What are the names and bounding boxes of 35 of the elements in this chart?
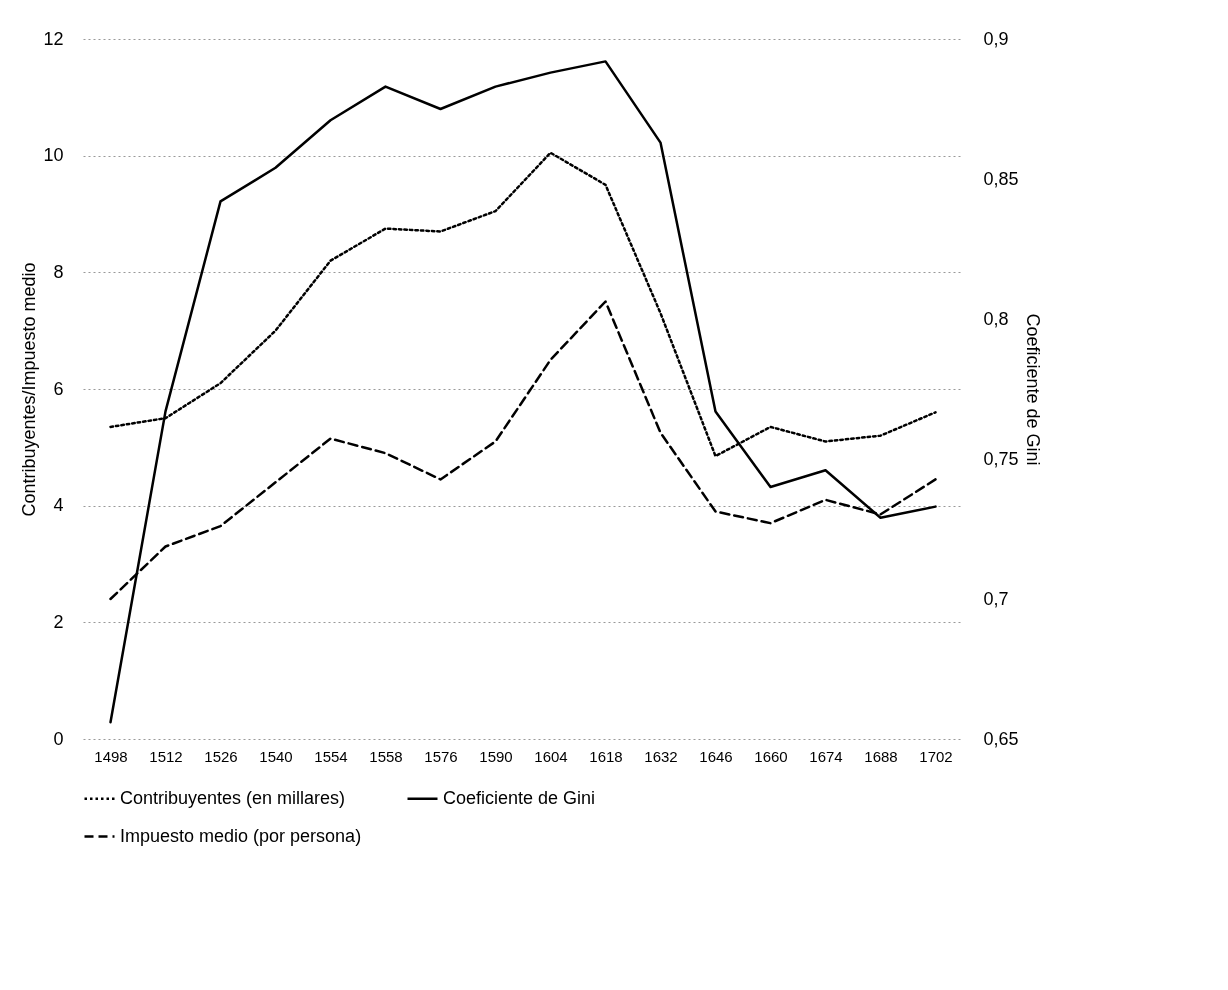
y2-tick-label: 0,7 [983, 588, 1009, 609]
y2-tick-label: 0,8 [983, 308, 1009, 329]
x-tick-label: 1554 [314, 747, 348, 765]
x-tick-label: 1526 [204, 747, 238, 765]
y-axis-title: Contribuyentes/Impuesto medio [19, 262, 40, 517]
legend-label: Contribuyentes (en millares) [120, 787, 346, 808]
y-tick-label: 2 [53, 611, 64, 632]
x-tick-label: 1604 [534, 747, 568, 765]
y2-tick-label: 0,65 [983, 728, 1019, 749]
y-tick-label: 8 [53, 261, 64, 282]
x-tick-label: 1632 [644, 747, 678, 765]
x-tick-label: 1590 [479, 747, 513, 765]
y-tick-label: 0 [53, 728, 64, 749]
legend-label: Impuesto medio (por persona) [120, 825, 362, 846]
y2-tick-label: 0,85 [983, 168, 1019, 189]
x-tick-label: 1512 [149, 747, 183, 765]
x-tick-label: 1688 [864, 747, 898, 765]
y2-axis-title: Coeficiente de Gini [1022, 313, 1043, 466]
x-tick-label: 1674 [809, 747, 843, 765]
y-tick-label: 10 [43, 145, 64, 166]
y-tick-label: 4 [53, 495, 64, 516]
x-tick-label: 1660 [754, 747, 788, 765]
x-tick-label: 1702 [919, 747, 953, 765]
x-tick-label: 1576 [424, 747, 458, 765]
y2-tick-label: 0,75 [983, 448, 1019, 469]
y-tick-label: 12 [43, 28, 64, 49]
legend-label: Coeficiente de Gini [443, 787, 596, 808]
x-tick-label: 1498 [94, 747, 128, 765]
x-tick-label: 1540 [259, 747, 293, 765]
y-tick-label: 6 [53, 378, 64, 399]
y2-tick-label: 0,9 [983, 28, 1009, 49]
line-series [109, 60, 937, 724]
x-tick-label: 1646 [699, 747, 733, 765]
x-tick-label: 1618 [589, 747, 623, 765]
x-tick-label: 1558 [369, 747, 403, 765]
